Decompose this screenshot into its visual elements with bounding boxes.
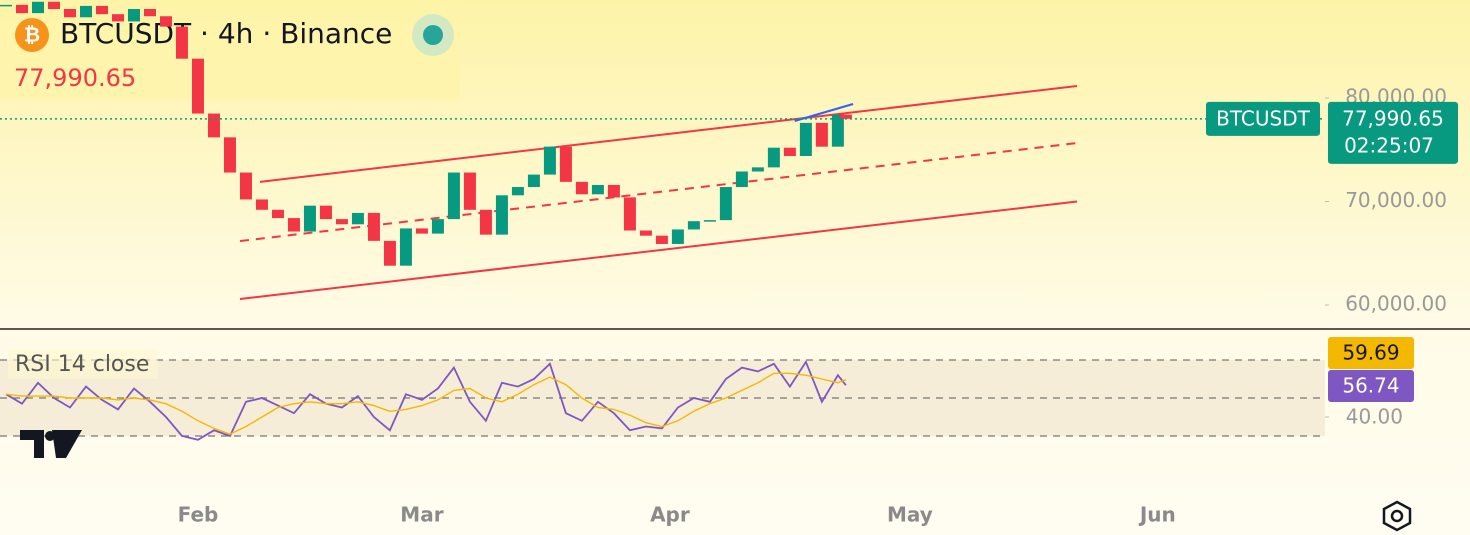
candle bbox=[95, 5, 108, 15]
trend-line bbox=[239, 142, 1078, 243]
countdown: 02:25:07 bbox=[1344, 133, 1434, 157]
symbol-tag bbox=[1206, 101, 1320, 136]
x-tick-label: Jun bbox=[1138, 503, 1176, 527]
candle bbox=[223, 137, 236, 173]
symbol-tag-label: BTCUSDT bbox=[1216, 106, 1310, 130]
candle bbox=[31, 1, 44, 14]
candle bbox=[495, 195, 508, 235]
rsi-value-label: 59.69 bbox=[1342, 341, 1399, 365]
settings-icon[interactable] bbox=[1382, 500, 1412, 532]
candle bbox=[191, 58, 204, 114]
candle bbox=[0, 4, 12, 7]
tv-logo bbox=[20, 430, 82, 458]
candle bbox=[671, 229, 684, 244]
trend-line bbox=[259, 85, 1078, 183]
candle bbox=[127, 9, 140, 22]
header-bg bbox=[0, 0, 460, 100]
rsi-value-tag bbox=[1328, 370, 1414, 402]
candle bbox=[511, 187, 524, 196]
candle bbox=[479, 209, 492, 235]
candle bbox=[143, 9, 156, 17]
candle bbox=[159, 16, 172, 27]
x-tick-label: Apr bbox=[650, 503, 690, 527]
candle bbox=[687, 221, 700, 230]
x-tick-label: May bbox=[887, 503, 933, 527]
y-tick-label: 60,000.00 bbox=[1345, 292, 1447, 316]
candle bbox=[383, 240, 396, 266]
candle bbox=[463, 172, 476, 210]
candle bbox=[655, 235, 668, 244]
rsi-value-label: 56.74 bbox=[1342, 374, 1399, 398]
header-price: 77,990.65 bbox=[14, 64, 136, 92]
candle bbox=[799, 122, 812, 156]
price-tag bbox=[1328, 101, 1458, 164]
candle bbox=[639, 230, 652, 236]
candle bbox=[15, 4, 28, 14]
candle bbox=[63, 9, 76, 18]
candle bbox=[607, 184, 620, 198]
candle bbox=[175, 26, 188, 59]
rsi-title: RSI 14 close bbox=[15, 352, 149, 377]
candle bbox=[335, 219, 348, 225]
candle bbox=[255, 199, 268, 210]
candle bbox=[399, 228, 412, 266]
candle bbox=[831, 114, 844, 147]
coin-icon[interactable] bbox=[15, 18, 49, 52]
candle bbox=[111, 14, 124, 22]
candle bbox=[47, 1, 60, 10]
status-dot bbox=[423, 25, 443, 45]
candle bbox=[575, 181, 588, 195]
candle bbox=[719, 187, 732, 221]
chart-title[interactable]: BTCUSDT · 4h · Binance bbox=[60, 17, 392, 50]
trend-line bbox=[794, 103, 854, 122]
x-tick-label: Mar bbox=[400, 503, 443, 527]
candle bbox=[623, 197, 636, 231]
candle bbox=[703, 220, 716, 222]
candle bbox=[767, 147, 780, 168]
trend-line bbox=[239, 200, 1078, 301]
rsi-line bbox=[5, 372, 847, 435]
candle bbox=[271, 209, 284, 219]
candle bbox=[351, 212, 364, 225]
candle bbox=[367, 212, 380, 241]
coin-symbol: ₿ bbox=[24, 23, 40, 47]
rsi-band bbox=[0, 360, 1325, 437]
candle bbox=[79, 5, 92, 18]
rsi-value-tag bbox=[1328, 337, 1414, 369]
rsi-y-tick-label: 40.00 bbox=[1346, 405, 1403, 429]
candle bbox=[783, 147, 796, 156]
candle bbox=[815, 122, 828, 147]
rsi-title-bg bbox=[8, 349, 158, 379]
candle bbox=[319, 205, 332, 220]
candle bbox=[303, 205, 316, 232]
candle bbox=[287, 218, 300, 232]
candle bbox=[735, 171, 748, 188]
candle bbox=[207, 113, 220, 138]
candle bbox=[559, 146, 572, 182]
candle bbox=[543, 146, 556, 175]
candle bbox=[751, 167, 764, 172]
candle bbox=[839, 114, 852, 119]
y-tick-label: 70,000.00 bbox=[1345, 188, 1447, 212]
candle bbox=[239, 172, 252, 200]
candle bbox=[415, 228, 428, 234]
price-tag-label: 77,990.65 bbox=[1342, 106, 1444, 130]
candle bbox=[591, 184, 604, 195]
candle bbox=[447, 172, 460, 220]
candle bbox=[527, 174, 540, 188]
x-tick-label: Feb bbox=[178, 503, 219, 527]
candle bbox=[431, 219, 444, 234]
